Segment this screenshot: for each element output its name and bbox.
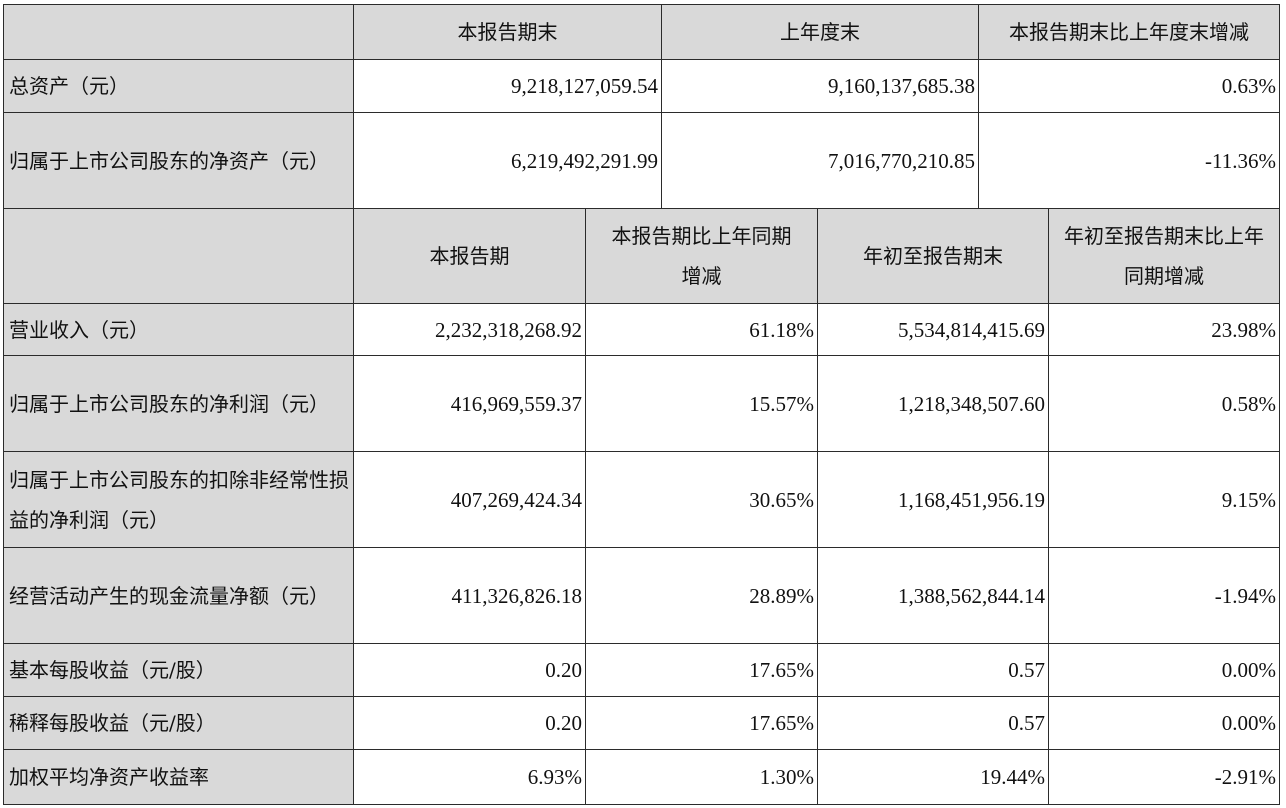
value-total-assets-prior-year-end: 9,160,137,685.38	[661, 59, 979, 113]
value-deducted-net-profit-ytd-change: 9.15%	[1048, 451, 1280, 548]
top-header-prior-year-end: 上年度末	[661, 4, 979, 60]
value-diluted-eps-current-change: 17.65%	[585, 696, 818, 750]
row-label-net-profit-text: 归属于上市公司股东的净利润（元）	[9, 391, 329, 416]
value-weighted-roe-current: 6.93%	[353, 749, 586, 805]
row-label-net-profit: 归属于上市公司股东的净利润（元）	[3, 355, 354, 452]
value-diluted-eps-ytd-change: 0.00%	[1048, 696, 1280, 750]
top-header-change: 本报告期末比上年度末增减	[978, 4, 1280, 60]
row-label-deducted-net-profit: 归属于上市公司股东的扣除非经常性损益的净利润（元）	[3, 451, 354, 548]
row-label-diluted-eps: 稀释每股收益（元/股）	[3, 696, 354, 750]
value-basic-eps-current-change: 17.65%	[585, 643, 818, 697]
bottom-header-corner	[3, 208, 354, 304]
value-deducted-net-profit-current-change: 30.65%	[585, 451, 818, 548]
value-revenue-ytd: 5,534,814,415.69	[817, 303, 1049, 356]
value-revenue-current: 2,232,318,268.92	[353, 303, 586, 356]
row-label-revenue: 营业收入（元）	[3, 303, 354, 356]
row-label-net-assets-text: 归属于上市公司股东的净资产（元）	[9, 148, 329, 173]
bottom-header-current-change-text: 本报告期比上年同期增减	[611, 224, 792, 288]
value-net-assets-prior-year-end: 7,016,770,210.85	[661, 112, 979, 209]
financial-summary-table: 本报告期末 上年度末 本报告期末比上年度末增减 总资产（元） 9,218,127…	[3, 4, 1280, 806]
row-label-weighted-roe: 加权平均净资产收益率	[3, 749, 354, 805]
bottom-header-current-change: 本报告期比上年同期增减	[585, 208, 818, 304]
bottom-header-current-period: 本报告期	[353, 208, 586, 304]
bottom-header-ytd-change: 年初至报告期末比上年同期增减	[1048, 208, 1280, 304]
bottom-header-ytd: 年初至报告期末	[817, 208, 1049, 304]
value-basic-eps-current: 0.20	[353, 643, 586, 697]
row-label-cash-flow-text: 经营活动产生的现金流量净额（元）	[9, 583, 329, 608]
row-label-basic-eps: 基本每股收益（元/股）	[3, 643, 354, 697]
value-net-profit-current: 416,969,559.37	[353, 355, 586, 452]
value-deducted-net-profit-ytd: 1,168,451,956.19	[817, 451, 1049, 548]
row-label-deducted-net-profit-text: 归属于上市公司股东的扣除非经常性损益的净利润（元）	[9, 467, 349, 532]
row-label-total-assets: 总资产（元）	[3, 59, 354, 113]
value-cash-flow-current-change: 28.89%	[585, 547, 818, 644]
value-cash-flow-ytd-change: -1.94%	[1048, 547, 1280, 644]
value-net-profit-current-change: 15.57%	[585, 355, 818, 452]
value-cash-flow-ytd: 1,388,562,844.14	[817, 547, 1049, 644]
value-net-profit-ytd: 1,218,348,507.60	[817, 355, 1049, 452]
value-net-assets-period-end: 6,219,492,291.99	[353, 112, 662, 209]
top-header-corner	[3, 4, 354, 60]
bottom-header-ytd-change-text: 年初至报告期末比上年同期增减	[1064, 224, 1264, 288]
value-revenue-ytd-change: 23.98%	[1048, 303, 1280, 356]
top-header-period-end: 本报告期末	[353, 4, 662, 60]
value-net-assets-change: -11.36%	[978, 112, 1280, 209]
value-weighted-roe-ytd: 19.44%	[817, 749, 1049, 805]
value-cash-flow-current: 411,326,826.18	[353, 547, 586, 644]
value-weighted-roe-current-change: 1.30%	[585, 749, 818, 805]
row-label-cash-flow: 经营活动产生的现金流量净额（元）	[3, 547, 354, 644]
value-diluted-eps-ytd: 0.57	[817, 696, 1049, 750]
value-deducted-net-profit-current: 407,269,424.34	[353, 451, 586, 548]
value-basic-eps-ytd-change: 0.00%	[1048, 643, 1280, 697]
value-diluted-eps-current: 0.20	[353, 696, 586, 750]
value-total-assets-change: 0.63%	[978, 59, 1280, 113]
value-revenue-current-change: 61.18%	[585, 303, 818, 356]
row-label-net-assets: 归属于上市公司股东的净资产（元）	[3, 112, 354, 209]
value-total-assets-period-end: 9,218,127,059.54	[353, 59, 662, 113]
value-basic-eps-ytd: 0.57	[817, 643, 1049, 697]
value-net-profit-ytd-change: 0.58%	[1048, 355, 1280, 452]
value-weighted-roe-ytd-change: -2.91%	[1048, 749, 1280, 805]
